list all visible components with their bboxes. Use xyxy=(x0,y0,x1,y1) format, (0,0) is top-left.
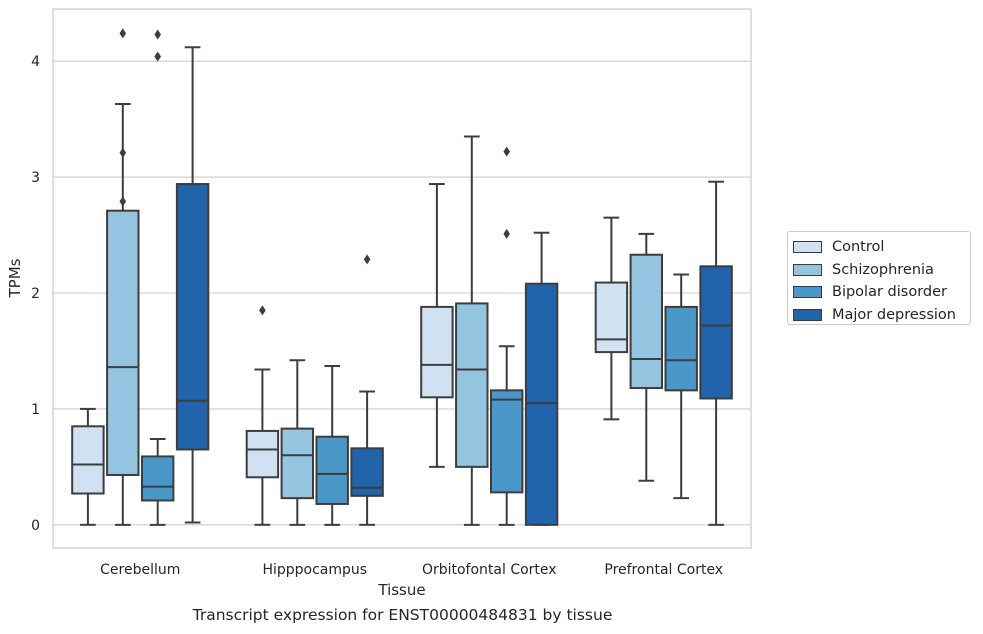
box-iqr xyxy=(664,305,698,392)
box-plot xyxy=(455,135,489,526)
legend-label: Control xyxy=(832,239,885,256)
legend-swatch xyxy=(793,241,822,254)
box-plot xyxy=(280,359,315,526)
box-plots xyxy=(71,28,733,526)
box-iqr xyxy=(106,209,140,476)
box-plot xyxy=(524,231,559,526)
outlier-marker xyxy=(119,28,127,39)
legend-label: Major depression xyxy=(832,306,956,323)
outlier-marker xyxy=(259,305,266,316)
outlier-marker xyxy=(119,196,127,207)
legend: Control Schizophrenia Bipolar disorder Majo… xyxy=(787,231,971,325)
box-plot xyxy=(245,305,280,526)
box-iqr xyxy=(140,455,175,502)
legend-label: Bipolar disorder xyxy=(832,284,947,301)
x-tick-label: Prefrontal Cortex xyxy=(604,562,723,578)
plot-frame xyxy=(52,8,752,549)
box-iqr xyxy=(455,302,489,468)
x-tick-label: Hipppocampus xyxy=(262,562,367,578)
box-iqr xyxy=(524,282,559,526)
x-axis-label: Tissue xyxy=(377,581,425,599)
box-plot xyxy=(175,46,210,524)
y-tick-label: 3 xyxy=(31,170,40,186)
box-plot xyxy=(106,28,140,526)
box-plot xyxy=(315,365,349,526)
box-plot xyxy=(489,146,524,526)
legend-swatch xyxy=(793,286,822,299)
outlier-marker xyxy=(503,146,510,157)
outlier-marker xyxy=(154,29,161,40)
outlier-marker xyxy=(363,254,371,265)
legend-item: Bipolar disorder xyxy=(792,281,970,304)
x-tick-label: Orbitofontal Cortex xyxy=(422,562,557,578)
box-plot xyxy=(699,180,733,526)
box-iqr xyxy=(699,265,733,400)
box-plot xyxy=(664,273,698,500)
x-tick-label: Cerebellum xyxy=(100,562,180,578)
legend-item: Control xyxy=(792,236,970,259)
legend-label: Schizophrenia xyxy=(832,261,934,278)
outlier-marker xyxy=(119,147,127,158)
chart-title: Transcript expression for ENST0000048483… xyxy=(192,606,613,624)
box-iqr xyxy=(629,253,664,390)
box-plot xyxy=(71,407,105,526)
box-plot xyxy=(140,29,175,526)
box-iqr xyxy=(489,389,524,494)
box-iqr xyxy=(175,183,210,451)
legend-swatch xyxy=(793,308,822,321)
box-iqr xyxy=(315,435,349,505)
y-tick-label: 0 xyxy=(31,518,40,534)
box-iqr xyxy=(245,429,280,479)
box-iqr xyxy=(420,305,454,399)
x-tick-labels: Cerebellum Hipppocampus Orbitofontal Corte… xyxy=(100,562,723,578)
legend-item: Major depression xyxy=(792,304,970,327)
outlier-marker xyxy=(154,51,161,62)
box-iqr xyxy=(594,281,629,354)
box-plot xyxy=(629,232,664,482)
box-plot xyxy=(420,183,454,468)
box-plot xyxy=(350,254,384,526)
legend-item: Schizophrenia xyxy=(792,259,970,282)
box-iqr xyxy=(280,427,315,500)
box-plot xyxy=(594,216,629,421)
box-iqr xyxy=(71,425,105,495)
y-tick-label: 4 xyxy=(31,54,40,70)
y-tick-label: 1 xyxy=(31,402,40,418)
y-tick-label: 2 xyxy=(31,286,40,302)
y-axis-label: TPMs xyxy=(6,258,24,298)
y-tick-labels: 0 1 2 3 4 xyxy=(31,54,40,534)
legend-swatch xyxy=(793,263,822,276)
outlier-marker xyxy=(503,228,510,239)
